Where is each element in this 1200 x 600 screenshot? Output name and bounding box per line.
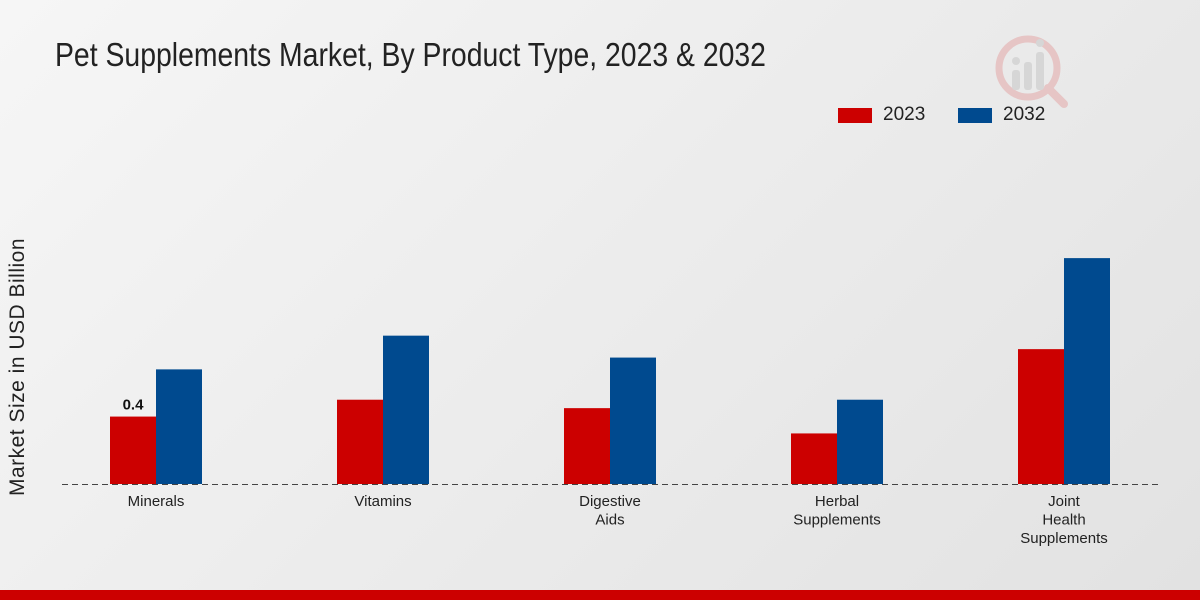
bottom-accent-bar — [0, 590, 1200, 600]
bar-2032-3 — [837, 399, 883, 484]
bar-2023-4 — [1018, 349, 1064, 484]
bar-2032-0 — [156, 369, 202, 484]
legend-label-2032: 2032 — [1003, 104, 1046, 125]
bar-2032-1 — [383, 335, 429, 484]
legend-item-2032: 2032 — [958, 104, 1045, 126]
bar-2023-0 — [110, 416, 156, 484]
bar-2023-1 — [337, 399, 383, 484]
data-label-0: 0.4 — [123, 397, 145, 414]
x-tick-label-1: Vitamins — [354, 493, 411, 510]
bar-2032-2 — [610, 357, 656, 484]
x-tick-label-4: Joint Health Supplements — [1020, 493, 1108, 547]
legend-swatch-2032 — [958, 107, 992, 123]
chart-title: Pet Supplements Market, By Product Type,… — [55, 36, 766, 73]
legend-item-2023: 2023 — [838, 104, 925, 126]
legend-label-2023: 2023 — [883, 104, 926, 125]
bar-2023-3 — [791, 433, 837, 484]
x-tick-label-2: Digestive Aids — [579, 493, 641, 529]
legend-swatch-2023 — [838, 107, 872, 123]
bar-2032-4 — [1064, 258, 1110, 484]
bar-2023-2 — [564, 408, 610, 484]
watermark-logo-icon — [995, 35, 1068, 108]
x-tick-label-3: Herbal Supplements — [793, 493, 881, 529]
x-tick-label-0: Minerals — [128, 493, 185, 510]
